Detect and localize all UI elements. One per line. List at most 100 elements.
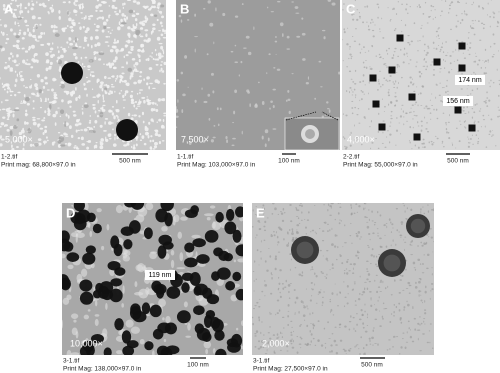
texture — [402, 289, 405, 291]
texture — [346, 43, 349, 46]
texture — [133, 34, 137, 38]
texture — [65, 133, 68, 136]
texture — [438, 38, 441, 39]
texture — [495, 145, 497, 147]
texture — [366, 260, 369, 263]
texture — [490, 45, 492, 48]
texture — [349, 45, 351, 48]
texture — [164, 322, 177, 335]
texture — [303, 305, 305, 306]
texture — [497, 115, 499, 118]
texture — [387, 285, 389, 289]
texture — [9, 28, 13, 32]
print-mag: Print Mag: 103,000×97.0 in — [177, 162, 256, 169]
texture — [496, 68, 498, 71]
texture — [32, 3, 35, 7]
texture — [141, 135, 145, 139]
texture — [111, 4, 115, 9]
texture — [260, 331, 262, 335]
texture — [160, 203, 174, 212]
texture — [342, 348, 346, 351]
texture — [403, 306, 406, 309]
texture — [15, 35, 20, 39]
texture — [354, 300, 357, 302]
texture — [472, 27, 475, 30]
texture — [423, 65, 426, 67]
texture — [485, 99, 487, 101]
texture — [386, 349, 389, 351]
texture — [291, 326, 293, 328]
texture — [163, 115, 166, 117]
texture — [45, 52, 49, 57]
texture — [471, 108, 474, 110]
texture — [82, 105, 84, 107]
texture — [102, 21, 107, 26]
texture — [125, 44, 129, 47]
texture — [111, 105, 115, 108]
texture — [424, 290, 427, 294]
texture — [362, 74, 365, 77]
texture — [318, 60, 322, 63]
texture — [107, 77, 112, 79]
texture — [135, 22, 138, 27]
texture — [389, 320, 392, 323]
texture — [351, 91, 354, 93]
texture — [478, 20, 480, 23]
texture — [12, 54, 14, 58]
texture — [1, 48, 3, 52]
texture — [120, 47, 125, 52]
texture — [22, 59, 26, 64]
texture — [393, 310, 395, 314]
texture — [95, 5, 99, 9]
texture — [360, 143, 363, 146]
texture — [340, 220, 342, 222]
texture — [76, 148, 80, 150]
texture — [67, 264, 74, 270]
texture — [44, 82, 49, 85]
texture — [493, 53, 495, 55]
texture — [89, 115, 92, 117]
texture — [390, 121, 392, 124]
texture — [66, 25, 69, 27]
texture — [394, 47, 397, 50]
texture — [162, 119, 165, 123]
texture — [298, 310, 300, 314]
texture — [87, 69, 91, 71]
texture — [264, 294, 266, 297]
texture — [203, 213, 214, 217]
texture — [161, 124, 164, 129]
texture — [78, 118, 81, 122]
texture — [7, 116, 10, 119]
texture — [260, 346, 263, 348]
texture — [26, 102, 30, 106]
texture — [80, 56, 83, 60]
texture — [161, 140, 165, 142]
texture — [464, 126, 466, 128]
texture — [467, 136, 469, 138]
texture — [128, 220, 141, 234]
texture — [96, 80, 99, 84]
texture — [31, 92, 35, 95]
texture — [255, 206, 258, 208]
texture — [127, 26, 131, 30]
texture — [472, 143, 475, 145]
texture — [391, 223, 394, 226]
texture — [152, 27, 156, 31]
texture — [99, 145, 104, 150]
texture — [24, 6, 27, 10]
texture — [352, 18, 355, 21]
texture — [139, 139, 143, 141]
texture — [126, 142, 130, 146]
panel-d-image — [62, 203, 243, 355]
texture — [354, 0, 357, 2]
texture — [359, 99, 361, 102]
texture — [152, 5, 156, 9]
texture — [409, 329, 411, 331]
magnification: 7,500× — [181, 134, 209, 144]
texture — [256, 249, 259, 252]
texture — [446, 90, 449, 92]
texture — [192, 238, 206, 248]
texture — [88, 59, 94, 63]
texture — [83, 104, 89, 109]
texture — [473, 33, 476, 36]
